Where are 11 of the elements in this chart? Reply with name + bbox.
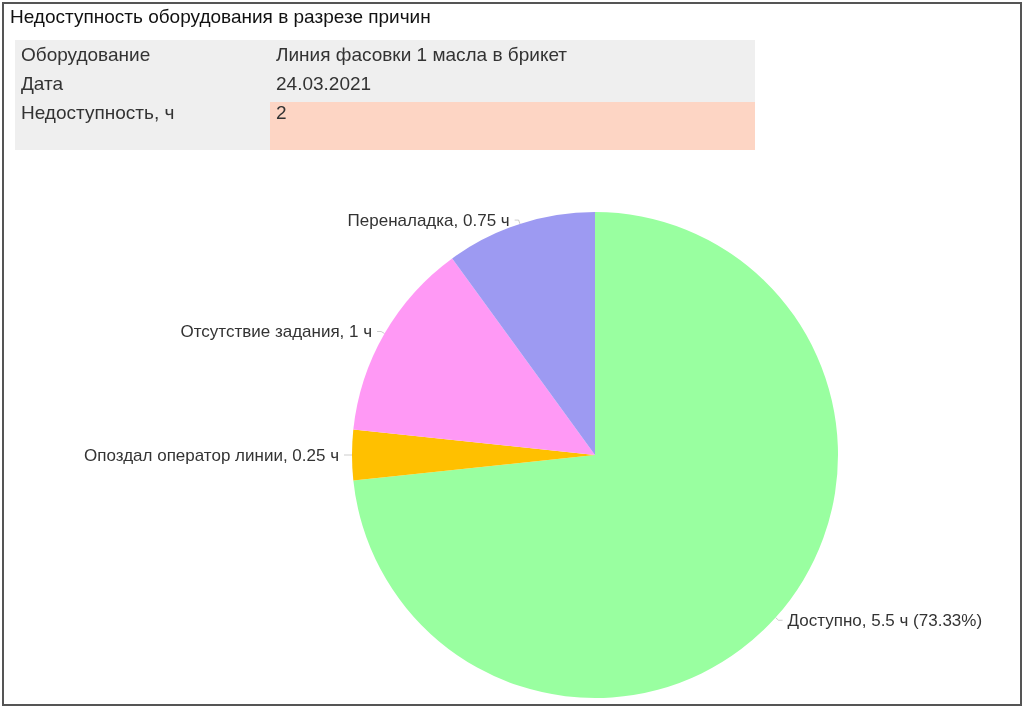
text: 2 [270,102,755,150]
slice-label: Переналадка, 0.75 ч [347,210,510,230]
chart-title: Недоступность оборудования в разрезе причин [10,6,431,28]
text: 24.03.2021 [275,72,373,96]
slice-label: Опоздал оператор линии, 0.25 ч [84,445,339,465]
text: Линия фасовки 1 масла в брикет [275,43,569,67]
text: Дата [20,72,65,96]
text: Оборудование [20,43,152,67]
slice-label: Отсутствие задания, 1 ч [180,322,373,341]
slice-label: Доступно, 5.5 ч (73.33%) [787,610,983,630]
text: Недоступность, ч [20,101,176,125]
